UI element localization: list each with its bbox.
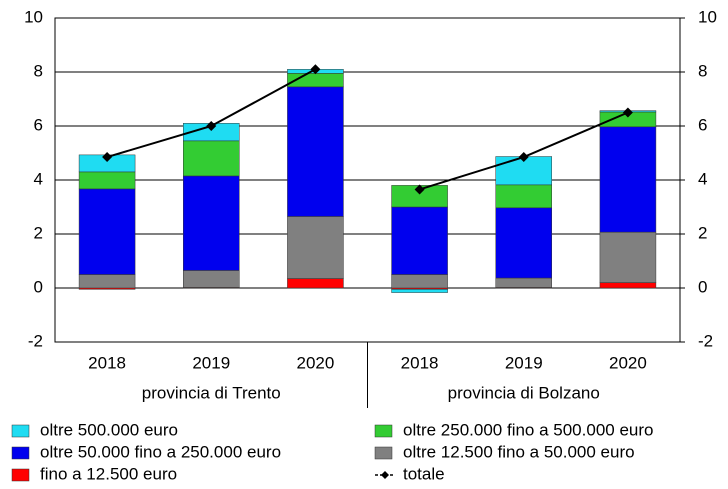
legend-label: oltre 500.000 euro — [40, 420, 178, 439]
y2-tick-label: 4 — [698, 169, 707, 188]
bar-segment — [496, 185, 552, 208]
legend-label: oltre 250.000 fino a 500.000 euro — [403, 420, 653, 439]
y-tick-label: 10 — [24, 7, 43, 26]
bar-segment — [496, 208, 552, 278]
bar-segment — [287, 87, 343, 217]
legend-label: oltre 50.000 fino a 250.000 euro — [40, 442, 281, 461]
y2-tick-label: 8 — [698, 61, 707, 80]
y-tick-label: 0 — [34, 277, 43, 296]
legend-swatch — [375, 425, 392, 437]
x-tick-label: 2018 — [88, 353, 126, 372]
group-label: provincia di Trento — [142, 383, 281, 402]
y-tick-label: 4 — [34, 169, 43, 188]
x-tick-label: 2018 — [401, 353, 439, 372]
bar-segment — [392, 275, 448, 289]
x-tick-label: 2020 — [609, 353, 647, 372]
y2-tick-label: 10 — [698, 7, 717, 26]
legend-label: totale — [403, 464, 445, 483]
bar-segment — [79, 189, 135, 275]
chart: -2 0 2 4 6 8 10 -2 0 2 4 6 8 10 2018 2019 2020 2018 2019 20… — [0, 0, 728, 484]
bar-segment — [79, 172, 135, 189]
legend-swatch — [12, 447, 29, 459]
x-tick-label: 2020 — [297, 353, 335, 372]
bar-segment — [79, 275, 135, 289]
bar-segment — [600, 232, 656, 282]
y-tick-label: -2 — [28, 331, 43, 350]
legend-label: fino a 12.500 euro — [40, 464, 177, 483]
y-tick-label: 6 — [34, 115, 43, 134]
legend-label: oltre 12.500 fino a 50.000 euro — [403, 442, 635, 461]
bar-segment — [183, 270, 239, 287]
y2-tick-label: -2 — [698, 331, 713, 350]
bar-segment — [392, 207, 448, 275]
legend-swatch — [12, 425, 29, 437]
bar-segment — [183, 176, 239, 271]
bar-segment — [392, 289, 448, 292]
bar-segment — [496, 278, 552, 287]
bar-segment — [287, 216, 343, 278]
bar-segment — [287, 279, 343, 288]
y-tick-label: 2 — [34, 223, 43, 242]
x-tick-label: 2019 — [505, 353, 543, 372]
legend-marker — [381, 471, 389, 479]
y-tick-label: 8 — [34, 61, 43, 80]
bar-segment — [600, 127, 656, 232]
y2-tick-label: 6 — [698, 115, 707, 134]
y2-tick-label: 2 — [698, 223, 707, 242]
legend-swatch — [12, 469, 29, 481]
x-tick-label: 2019 — [192, 353, 230, 372]
y2-tick-label: 0 — [698, 277, 707, 296]
bar-segment — [183, 141, 239, 176]
group-label: provincia di Bolzano — [448, 383, 600, 402]
legend-swatch — [375, 447, 392, 459]
bar-segment — [600, 283, 656, 288]
